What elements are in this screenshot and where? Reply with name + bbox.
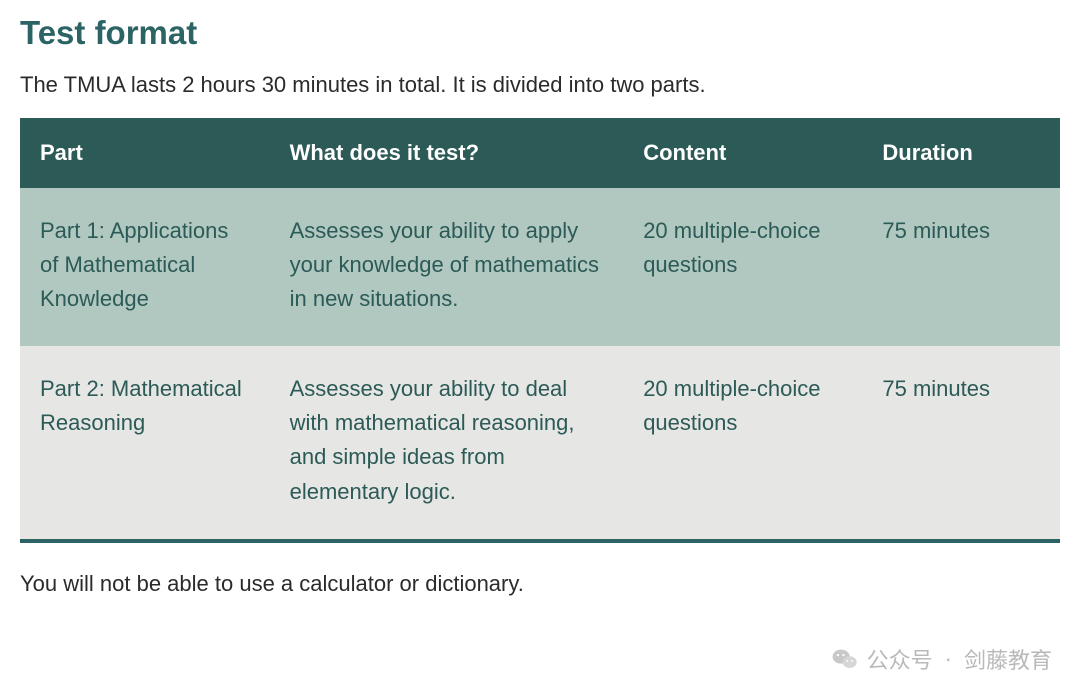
col-header-part: Part [20,118,270,188]
cell-part: Part 2: Mathematical Reasoning [20,346,270,540]
table-row: Part 1: Applications of Mathematical Kno… [20,188,1060,346]
cell-content: 20 multiple-choice questions [623,346,862,540]
watermark-right: 剑藤教育 [964,643,1052,675]
col-header-content: Content [623,118,862,188]
cell-tests: Assesses your ability to apply your know… [270,188,624,346]
cell-content: 20 multiple-choice questions [623,188,862,346]
cell-duration: 75 minutes [862,188,1060,346]
watermark-separator: · [945,646,952,672]
test-format-table: Part What does it test? Content Duration… [20,118,1060,543]
watermark: 公众号 · 剑藤教育 [831,643,1052,675]
page-title: Test format [20,14,1060,52]
table-header-row: Part What does it test? Content Duration [20,118,1060,188]
col-header-tests: What does it test? [270,118,624,188]
cell-duration: 75 minutes [862,346,1060,540]
wechat-icon [831,645,859,673]
footnote-text: You will not be able to use a calculator… [20,571,1060,597]
cell-tests: Assesses your ability to deal with mathe… [270,346,624,540]
watermark-left: 公众号 [867,643,933,675]
cell-part: Part 1: Applications of Mathematical Kno… [20,188,270,346]
table-row: Part 2: Mathematical Reasoning Assesses … [20,346,1060,540]
col-header-duration: Duration [862,118,1060,188]
intro-text: The TMUA lasts 2 hours 30 minutes in tot… [20,72,1060,98]
